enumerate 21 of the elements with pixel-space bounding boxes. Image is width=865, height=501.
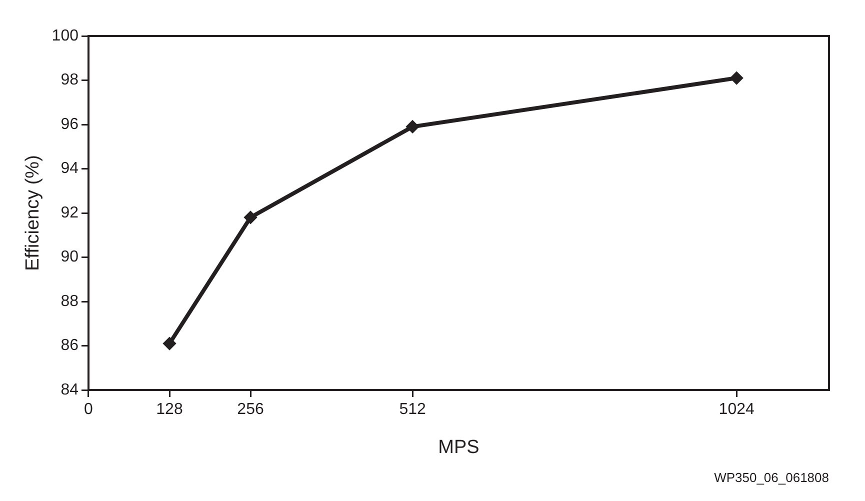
y-tick-label: 100: [52, 27, 79, 44]
point: [406, 120, 419, 133]
point: [164, 338, 176, 350]
x-tick-label: 128: [156, 401, 183, 418]
x-tick-label: 512: [399, 401, 426, 418]
y-axis-title: Efficiency (%): [22, 155, 44, 271]
text: WP350_06_061808: [714, 470, 829, 485]
x-tick-label: 1024: [718, 401, 754, 418]
x-tick-label: 0: [84, 401, 94, 418]
x-axis-title: MPS: [438, 436, 480, 458]
y-tick-label: 94: [60, 160, 79, 178]
y-tick-label: 92: [60, 204, 79, 222]
point: [244, 211, 257, 224]
y-tick-label: 90: [60, 248, 79, 266]
y-tick-label: 96: [60, 116, 79, 133]
y-tick-label: 86: [60, 337, 79, 354]
x-tick-label: 256: [237, 401, 264, 418]
y-tick-label: 84: [60, 381, 79, 398]
y-tick-label: 98: [60, 72, 79, 89]
point: [730, 72, 743, 84]
y-tick-label: 88: [60, 292, 79, 310]
